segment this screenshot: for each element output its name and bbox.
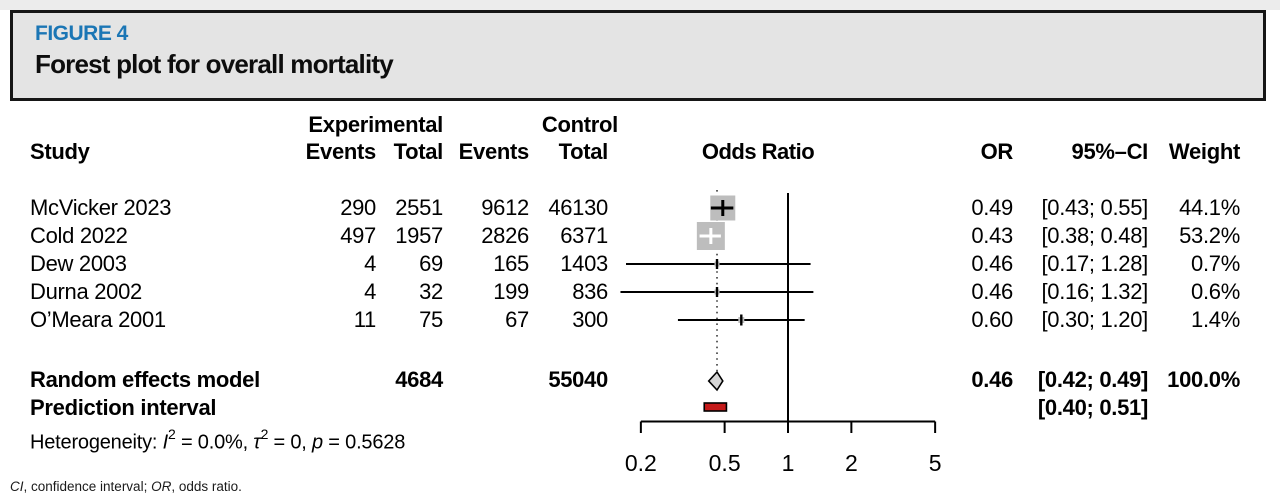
het-prefix: Heterogeneity:: [30, 431, 163, 454]
ctrl-events-value: 67: [505, 307, 529, 332]
weight-value: 0.6%: [1191, 279, 1240, 304]
exp-total-value: 2551: [395, 195, 443, 220]
footnote-or-abbr: OR: [151, 479, 172, 494]
ctrl-events-value: 9612: [481, 195, 529, 220]
ci-value: [0.16; 1.32]: [1041, 279, 1149, 304]
heterogeneity-note: Heterogeneity: I2 = 0.0%, τ2 = 0, p = 0.…: [30, 422, 405, 457]
weight-value: 1.4%: [1191, 307, 1240, 332]
ctrl-total-value: 300: [572, 307, 608, 332]
het-i-symbol: I: [162, 431, 169, 454]
exp-total-value: 32: [419, 279, 443, 304]
ci-value: [0.43; 0.55]: [1041, 195, 1149, 220]
study-name: Dew 2003: [30, 251, 127, 276]
footnote-ci-abbr: CI: [10, 479, 24, 494]
footnote-seg2: , odds ratio.: [171, 479, 242, 494]
or-value: 0.46: [971, 251, 1013, 276]
svg-text:2: 2: [845, 450, 858, 476]
summary-weight-value: 100.0%: [1167, 367, 1240, 392]
summary-exp-total: 4684: [395, 367, 443, 392]
col-experimental: Experimental: [308, 112, 443, 137]
het-tau-symbol: τ: [253, 431, 261, 454]
exp-total-value: 69: [419, 251, 443, 276]
study-name: O’Meara 2001: [30, 307, 166, 332]
het-p-symbol: p: [312, 431, 323, 454]
ci-value: [0.38; 0.48]: [1041, 223, 1149, 248]
col-study: Study: [30, 139, 90, 164]
study-name: McVicker 2023: [30, 195, 172, 220]
forest-plot: 0.2 0.5 1 2 5: [620, 190, 942, 476]
exp-events-value: 4: [364, 251, 376, 276]
or-value: 0.60: [971, 307, 1013, 332]
col-ctrl-total: Total: [558, 139, 609, 164]
exp-total-value: 1957: [395, 223, 443, 248]
figure-header-box: FIGURE 4 Forest plot for overall mortali…: [10, 10, 1266, 101]
weight-value: 44.1%: [1179, 195, 1240, 220]
svg-text:5: 5: [929, 450, 942, 476]
study-name: Cold 2022: [30, 223, 128, 248]
study-row: Cold 2022 497 1957 2826 6371 0.43 [0.38;…: [0, 222, 1280, 250]
ctrl-total-value: 836: [572, 279, 608, 304]
summary-or-value: 0.46: [971, 367, 1013, 392]
top-strip: [0, 0, 1280, 10]
weight-value: 0.7%: [1191, 251, 1240, 276]
ctrl-total-value: 46130: [548, 195, 608, 220]
svg-text:0.5: 0.5: [709, 450, 741, 476]
study-row: Durna 2002 4 32 199 836 0.46 [0.16; 1.32…: [0, 278, 1280, 306]
svg-text:1: 1: [782, 450, 795, 476]
table-header-groups: Experimental Control: [0, 111, 1280, 139]
or-value: 0.46: [971, 279, 1013, 304]
col-exp-events: Events: [305, 139, 377, 164]
ctrl-total-value: 1403: [560, 251, 608, 276]
het-seg3: = 0.5628: [322, 431, 406, 454]
study-row: McVicker 2023 290 2551 9612 46130 0.49 […: [0, 194, 1280, 222]
table-header-columns: Study Events Total Events Total Odds Rat…: [0, 138, 1280, 166]
col-or: OR: [980, 139, 1014, 164]
summary-row: Random effects model 4684 55040 0.46 [0.…: [0, 366, 1280, 394]
summary-label: Random effects model: [30, 367, 260, 392]
het-i-sup: 2: [168, 426, 176, 442]
exp-total-value: 75: [419, 307, 443, 332]
het-tau-sup: 2: [260, 426, 269, 442]
study-name: Durna 2002: [30, 279, 142, 304]
het-seg2: = 0,: [268, 431, 313, 454]
col-ctrl-events: Events: [458, 139, 530, 164]
exp-events-value: 497: [340, 223, 376, 248]
exp-events-value: 290: [340, 195, 376, 220]
heterogeneity-row: Heterogeneity: I2 = 0.0%, τ2 = 0, p = 0.…: [0, 422, 1280, 454]
summary-ctrl-total: 55040: [548, 367, 608, 392]
col-odds-ratio: Odds Ratio: [701, 139, 815, 164]
ctrl-events-value: 165: [493, 251, 529, 276]
col-control: Control: [541, 112, 618, 137]
col-ci: 95%–CI: [1071, 139, 1149, 164]
ci-value: [0.30; 1.20]: [1041, 307, 1149, 332]
figure-label: FIGURE 4: [35, 22, 128, 45]
or-value: 0.43: [971, 223, 1013, 248]
or-value: 0.49: [971, 195, 1013, 220]
abbreviations-footnote: CI, confidence interval; OR, odds ratio.: [10, 477, 242, 497]
weight-value: 53.2%: [1179, 223, 1240, 248]
exp-events-value: 11: [353, 307, 377, 332]
ctrl-events-value: 2826: [481, 223, 529, 248]
prediction-ci-value: [0.40; 0.51]: [1037, 395, 1148, 420]
exp-events-value: 4: [364, 279, 376, 304]
ci-value: [0.17; 1.28]: [1041, 251, 1149, 276]
ctrl-total-value: 6371: [560, 223, 608, 248]
col-exp-total: Total: [393, 139, 444, 164]
het-seg1: = 0.0%,: [175, 431, 254, 454]
study-row: Dew 2003 4 69 165 1403 0.46 [0.17; 1.28]…: [0, 250, 1280, 278]
study-row: O’Meara 2001 11 75 67 300 0.60 [0.30; 1.…: [0, 306, 1280, 334]
summary-ci-value: [0.42; 0.49]: [1037, 367, 1148, 392]
svg-text:0.2: 0.2: [625, 450, 657, 476]
prediction-label: Prediction interval: [30, 395, 217, 420]
footnote-seg1: , confidence interval;: [23, 479, 152, 494]
col-weight: Weight: [1168, 139, 1240, 164]
figure-title: Forest plot for overall mortality: [35, 49, 394, 79]
prediction-row: Prediction interval [0.40; 0.51]: [0, 394, 1280, 422]
ctrl-events-value: 199: [493, 279, 529, 304]
